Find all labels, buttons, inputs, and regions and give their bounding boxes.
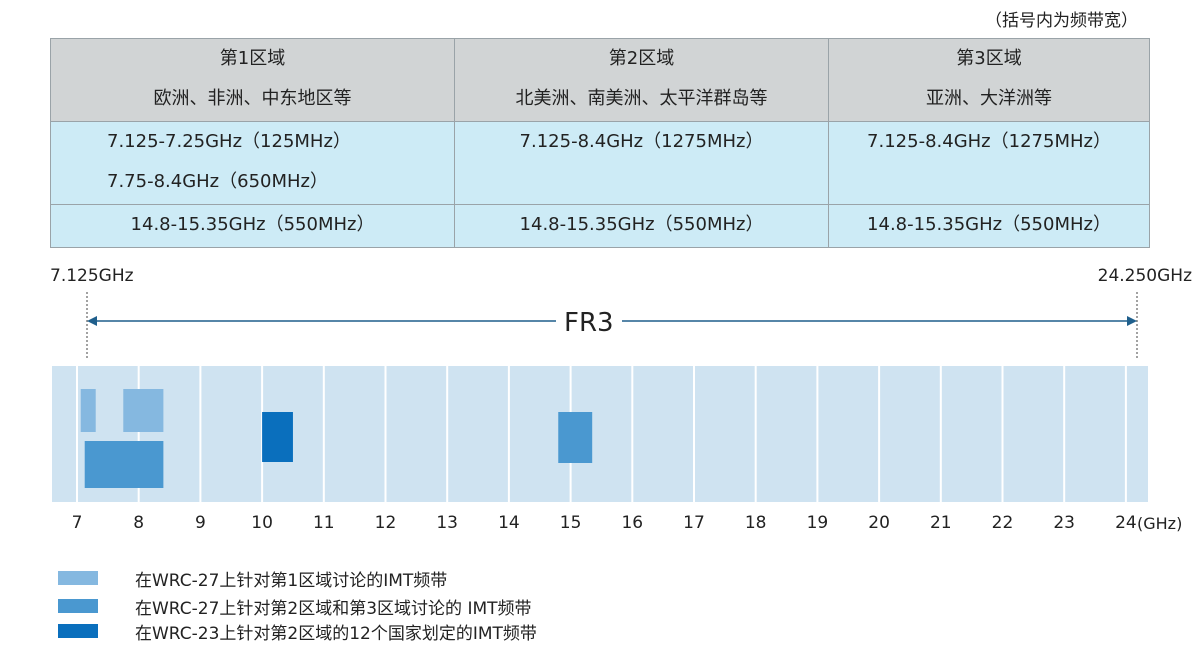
bandwidth-note: （括号内为频带宽） — [985, 11, 1138, 31]
x-tick-label: 10 — [251, 513, 273, 533]
region3-high-band: 14.8-15.35GHz（550MHz） — [828, 204, 1150, 248]
legend-label-region1: 在WRC-27上针对第1区域讨论的IMT频带 — [135, 571, 448, 591]
legend-swatch-wrc23 — [58, 624, 98, 638]
x-tick-label: 9 — [194, 513, 206, 533]
band-bar — [123, 389, 164, 432]
band-bar — [558, 412, 593, 463]
legend-label-wrc23: 在WRC-23上针对第2区域的12个国家划定的IMT频带 — [135, 624, 537, 644]
x-tick-label: 16 — [621, 513, 644, 533]
arrow-right-icon — [1127, 316, 1137, 326]
unit-label: (GHz) — [1137, 514, 1183, 533]
region1-high-band: 14.8-15.35GHz（550MHz） — [50, 204, 455, 248]
end-frequency-label: 24.250GHz — [1097, 266, 1192, 286]
region1-header: 第1区域 欧洲、非洲、中东地区等 — [50, 38, 455, 122]
x-tick-label: 7 — [71, 513, 83, 533]
x-tick-label: 20 — [868, 513, 890, 533]
x-tick-label: 24 — [1115, 513, 1137, 533]
region1-low-bands: 7.125-7.25GHz（125MHz） 7.75-8.4GHz（650MHz） — [50, 121, 455, 205]
x-tick-label: 17 — [683, 513, 705, 533]
x-tick-label: 23 — [1053, 513, 1076, 533]
spectrum-background — [52, 366, 1148, 502]
x-tick-label: 19 — [806, 513, 829, 533]
x-tick-label: 18 — [744, 513, 767, 533]
x-tick-label: 15 — [559, 513, 582, 533]
x-tick-label: 21 — [929, 513, 952, 533]
start-frequency-label: 7.125GHz — [50, 266, 134, 286]
band-bar — [84, 441, 164, 488]
region2-header: 第2区域 北美洲、南美洲、太平洋群岛等 — [454, 38, 829, 122]
x-tick-label: 13 — [436, 513, 459, 533]
fr3-label: FR3 — [556, 308, 622, 338]
band-bar — [80, 389, 96, 432]
legend-label-region2-3: 在WRC-27上针对第2区域和第3区域讨论的 IMT频带 — [135, 599, 532, 619]
band-bar — [262, 412, 293, 462]
region3-header: 第3区域 亚洲、大洋洲等 — [828, 38, 1150, 122]
region2-high-band: 14.8-15.35GHz（550MHz） — [454, 204, 829, 248]
legend-swatch-region1 — [58, 571, 98, 585]
region-table: 第1区域 欧洲、非洲、中东地区等 第2区域 北美洲、南美洲、太平洋群岛等 第3区域亚… — [50, 38, 1150, 248]
legend-swatch-region2-3 — [58, 599, 98, 613]
x-tick-label: 14 — [498, 513, 520, 533]
x-tick-label: 12 — [374, 513, 397, 533]
x-tick-label: 8 — [133, 513, 145, 533]
arrow-left-icon — [87, 316, 97, 326]
x-tick-label: 11 — [312, 513, 335, 533]
x-tick-label: 22 — [991, 513, 1014, 533]
region3-low-band: 7.125-8.4GHz（1275MHz） — [828, 121, 1150, 205]
region2-low-band: 7.125-8.4GHz（1275MHz） — [454, 121, 829, 205]
